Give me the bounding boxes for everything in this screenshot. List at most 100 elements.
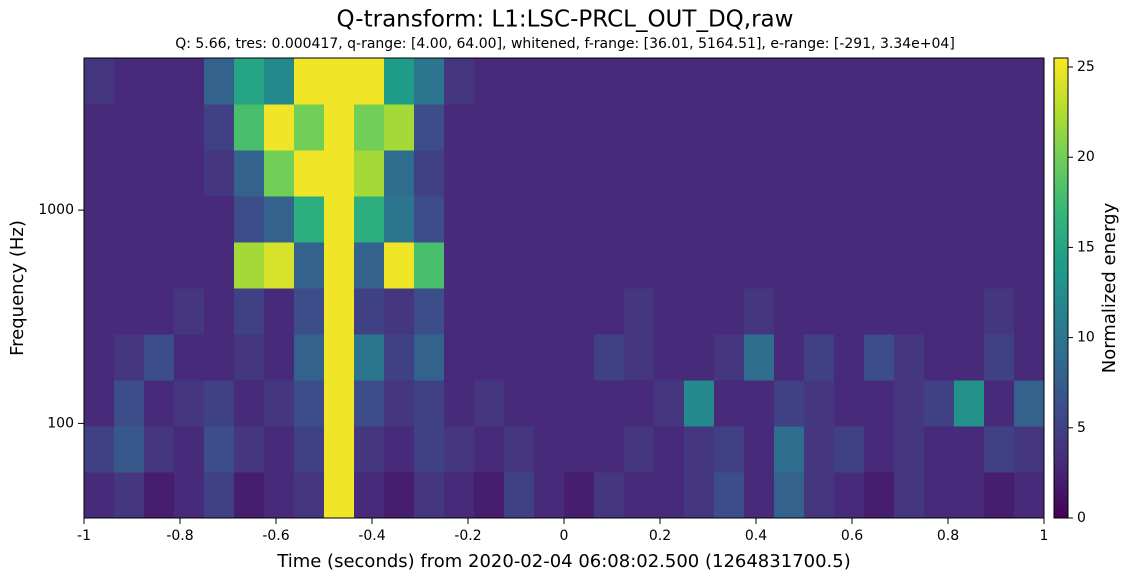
heatmap-cell [654, 149, 685, 197]
heatmap-cell [444, 196, 475, 243]
heatmap-cell [834, 58, 865, 105]
chart-subtitle: Q: 5.66, tres: 0.000417, q-range: [4.00,… [175, 36, 955, 52]
heatmap-cell [174, 104, 205, 151]
heatmap-cell [324, 425, 355, 473]
heatmap-cell [384, 241, 415, 289]
heatmap-cell [444, 149, 475, 197]
heatmap-cell [264, 149, 295, 197]
heatmap-cell [1014, 287, 1045, 335]
colorbar-tick-label: 15 [1077, 239, 1095, 255]
heatmap-cell [894, 58, 925, 105]
heatmap-cell [894, 104, 925, 151]
heatmap-cell [1014, 58, 1045, 105]
heatmap-cell [84, 196, 115, 243]
y-tick-label: 100 [47, 415, 74, 431]
heatmap-cell [204, 149, 235, 197]
heatmap-cell [114, 149, 145, 197]
heatmap-cell [444, 58, 475, 105]
heatmap-cell [114, 425, 145, 473]
heatmap-cell [954, 149, 985, 197]
heatmap-cell [804, 471, 835, 519]
heatmap-cell [534, 58, 565, 105]
heatmap-cell [354, 425, 385, 473]
heatmap-cell [984, 287, 1015, 335]
heatmap-cell [744, 241, 775, 289]
heatmap-cell [294, 425, 325, 473]
colorbar-tick-label: 20 [1077, 149, 1095, 165]
heatmap-cell [234, 333, 265, 381]
heatmap-cell [264, 380, 295, 427]
heatmap-cell [414, 58, 445, 105]
heatmap-cell [354, 380, 385, 427]
heatmap-cell [864, 287, 895, 335]
heatmap-cell [204, 241, 235, 289]
heatmap-cell [834, 241, 865, 289]
heatmap-cell [924, 149, 955, 197]
heatmap-cell [804, 196, 835, 243]
heatmap-cell [264, 58, 295, 105]
heatmap-cell [114, 196, 145, 243]
heatmap-cell [324, 149, 355, 197]
heatmap-cell [684, 333, 715, 381]
x-axis-label: Time (seconds) from 2020-02-04 06:08:02.… [276, 551, 850, 572]
heatmap-cell [804, 149, 835, 197]
heatmap-cell [204, 104, 235, 151]
heatmap-cell [414, 287, 445, 335]
heatmap-cell [774, 196, 805, 243]
heatmap-cell [684, 104, 715, 151]
heatmap-cell [354, 104, 385, 151]
heatmap-cell [534, 196, 565, 243]
heatmap-cell [354, 241, 385, 289]
heatmap-cell [624, 58, 655, 105]
heatmap-cell [594, 58, 625, 105]
heatmap-cell [624, 196, 655, 243]
heatmap-cell [834, 471, 865, 519]
heatmap-cell [954, 380, 985, 427]
heatmap-cell [294, 287, 325, 335]
heatmap-cell [474, 149, 505, 197]
heatmap-cell [654, 104, 685, 151]
heatmap-cell [144, 425, 175, 473]
heatmap-cell [204, 196, 235, 243]
heatmap-cell [564, 241, 595, 289]
heatmap-cell [174, 241, 205, 289]
x-tick-label: 0.4 [745, 528, 767, 544]
heatmap-cell [684, 380, 715, 427]
heatmap-cell [504, 380, 535, 427]
heatmap-cell [834, 149, 865, 197]
heatmap-cell [864, 471, 895, 519]
heatmap-cell [174, 287, 205, 335]
heatmap-cell [744, 471, 775, 519]
heatmap-cell [174, 58, 205, 105]
heatmap-cell [84, 287, 115, 335]
heatmap-cell [774, 380, 805, 427]
heatmap-cell [474, 471, 505, 519]
heatmap-cell [174, 425, 205, 473]
heatmap-cell [384, 425, 415, 473]
heatmap-cell [414, 196, 445, 243]
heatmap-cell [354, 333, 385, 381]
heatmap-cell [564, 380, 595, 427]
y-axis-label: Frequency (Hz) [7, 220, 28, 356]
heatmap-cell [414, 241, 445, 289]
heatmap-cell [234, 104, 265, 151]
heatmap-cell [804, 104, 835, 151]
heatmap-cell [324, 241, 355, 289]
heatmap-cell [414, 333, 445, 381]
heatmap-cell [774, 471, 805, 519]
heatmap-cell [444, 380, 475, 427]
heatmap-cell [594, 241, 625, 289]
heatmap-cell [834, 333, 865, 381]
colorbar-tick-label: 0 [1077, 510, 1086, 526]
heatmap-cell [804, 241, 835, 289]
heatmap-cell [384, 149, 415, 197]
heatmap-cell [804, 287, 835, 335]
heatmap-cell [984, 58, 1015, 105]
heatmap-cell [144, 241, 175, 289]
heatmap-cell [384, 196, 415, 243]
heatmap-cell [954, 287, 985, 335]
x-tick-label: 0.8 [937, 528, 959, 544]
heatmap-cell [954, 425, 985, 473]
heatmap-cell [354, 58, 385, 105]
colorbar-tick-label: 5 [1077, 420, 1086, 436]
